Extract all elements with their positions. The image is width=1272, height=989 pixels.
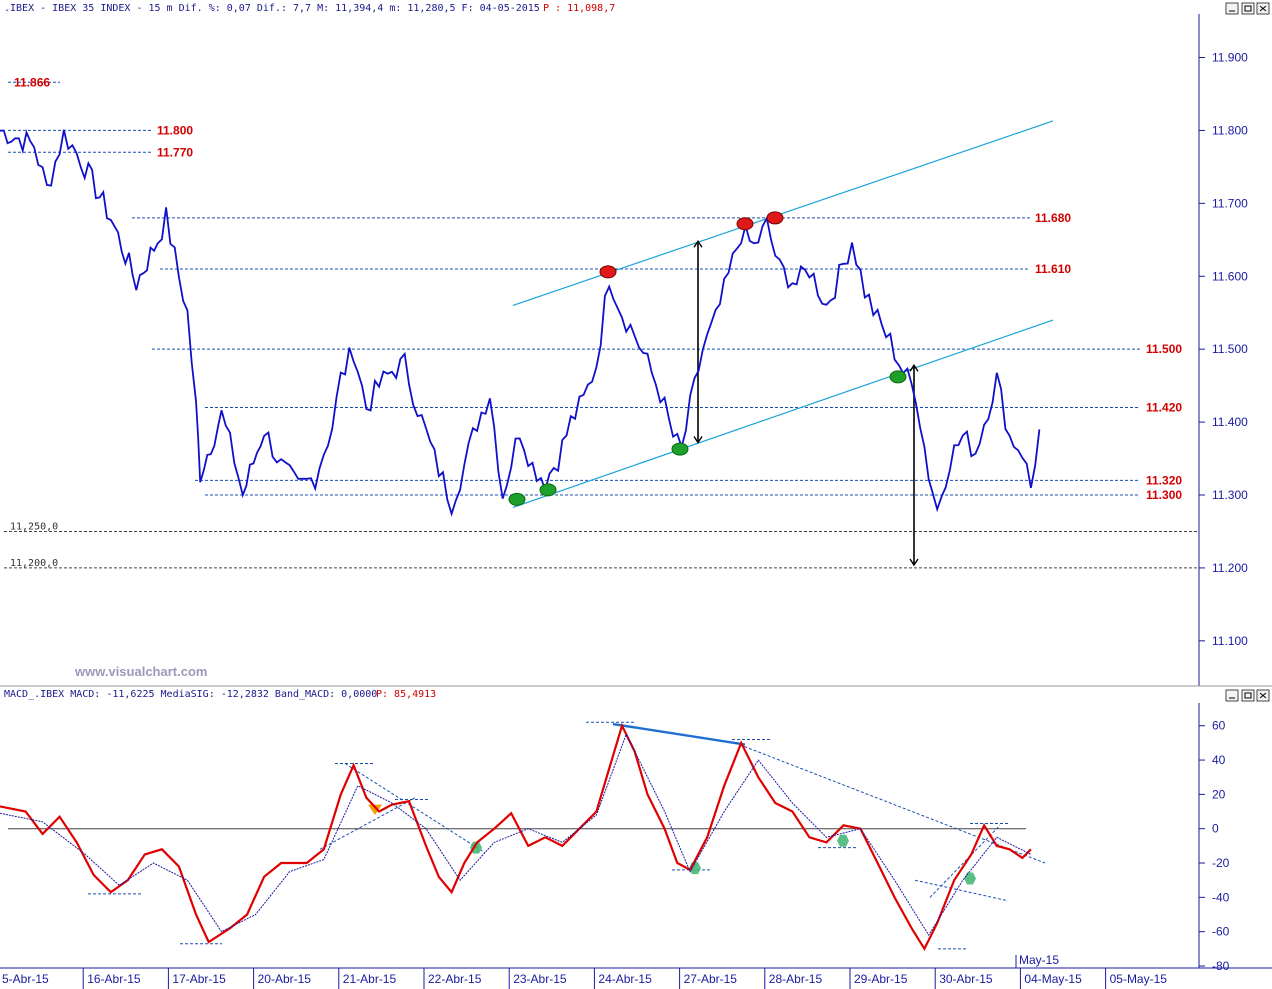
swing-high-marker xyxy=(736,217,754,231)
price-tick-label: 11.400 xyxy=(1212,415,1248,429)
time-tick-label: 27-Abr-15 xyxy=(684,972,738,986)
macd-trend-line xyxy=(344,763,486,854)
maximize-icon xyxy=(1244,692,1252,699)
lower-channel-line xyxy=(512,319,1054,508)
macd-line xyxy=(0,722,1032,952)
macd-trend-line xyxy=(734,742,1046,864)
swing-low-marker xyxy=(508,492,526,506)
time-tick-label: 22-Abr-15 xyxy=(428,972,482,986)
macd-trend-line xyxy=(914,879,1009,902)
time-tick-label: 05-May-15 xyxy=(1110,972,1168,986)
macd-tick-label: 0 xyxy=(1212,822,1219,836)
macd-signal-marker xyxy=(837,834,849,847)
level-label: 11.500 xyxy=(1146,342,1182,356)
swing-low-marker xyxy=(671,442,689,456)
macd-header-p: P: 85,4913 xyxy=(376,689,436,700)
time-tick-label: 30-Abr-15 xyxy=(939,972,993,986)
time-tick-label: 21-Abr-15 xyxy=(343,972,397,986)
time-tick-label: 20-Abr-15 xyxy=(258,972,312,986)
level-label: 11.800 xyxy=(157,123,193,137)
price-tick-label: 11.600 xyxy=(1212,269,1248,283)
macd-minimize-button[interactable] xyxy=(1225,689,1239,702)
level-label: 11.300 xyxy=(1146,488,1182,502)
macd-tick-label: -80 xyxy=(1212,959,1230,973)
price-header-p: P : 11,098,7 xyxy=(543,3,615,14)
target-arrow-down-head xyxy=(909,363,919,372)
macd-tick-label: -20 xyxy=(1212,856,1230,870)
price-header: .IBEX - IBEX 35 INDEX - 15 m Dif. %: 0,0… xyxy=(4,3,540,14)
swing-low-marker xyxy=(539,483,557,497)
divergence-line xyxy=(612,722,746,746)
price-series-line xyxy=(0,129,1041,517)
level-label: 11.610 xyxy=(1035,262,1071,276)
price-tick-label: 11.800 xyxy=(1212,123,1248,137)
level-label: 11,250,0 xyxy=(10,521,58,532)
target-arrow-up-tail xyxy=(693,436,703,444)
minimize-button[interactable] xyxy=(1225,2,1239,15)
macd-tick-label: 20 xyxy=(1212,787,1226,801)
macd-warning-marker xyxy=(368,804,382,815)
watermark: www.visualchart.com xyxy=(74,664,207,679)
swing-high-marker xyxy=(599,265,617,279)
level-label: 11.680 xyxy=(1035,211,1071,225)
upper-channel-line xyxy=(512,120,1054,306)
price-tick-label: 11.200 xyxy=(1212,561,1248,575)
price-tick-label: 11.500 xyxy=(1212,342,1248,356)
macd-trend-line xyxy=(929,824,1001,898)
time-tick-label: 24-Abr-15 xyxy=(598,972,652,986)
macd-tick-label: 60 xyxy=(1212,719,1226,733)
level-label: 11.420 xyxy=(1146,401,1182,415)
close-icon xyxy=(1259,5,1267,12)
level-label: 11.866 xyxy=(14,75,50,89)
macd-signal-marker xyxy=(964,872,976,885)
level-label: 11,200,0 xyxy=(10,558,58,569)
maximize-icon xyxy=(1244,5,1252,12)
price-tick-label: 11.100 xyxy=(1212,634,1248,648)
price-tick-label: 11.900 xyxy=(1212,51,1248,65)
price-tick-label: 11.700 xyxy=(1212,196,1248,210)
month-label: May-15 xyxy=(1019,953,1059,967)
swing-low-marker xyxy=(889,370,907,384)
level-label: 11.770 xyxy=(157,145,193,159)
macd-maximize-button[interactable] xyxy=(1241,689,1255,702)
target-arrow-down-tail xyxy=(909,558,919,567)
macd-tick-label: 40 xyxy=(1212,753,1226,767)
time-tick-label: 29-Abr-15 xyxy=(854,972,908,986)
macd-trend-line xyxy=(319,797,416,850)
time-tick-label: 04-May-15 xyxy=(1024,972,1082,986)
macd-header: MACD_.IBEX MACD: -11,6225 MediaSIG: -12,… xyxy=(4,689,377,700)
close-icon xyxy=(1259,692,1267,699)
time-tick-label: 28-Abr-15 xyxy=(769,972,823,986)
signal-line xyxy=(0,733,1032,937)
time-tick-label: 23-Abr-15 xyxy=(513,972,567,986)
level-label: 11.320 xyxy=(1146,473,1182,487)
macd-tick-label: -60 xyxy=(1212,925,1230,939)
price-window-controls[interactable] xyxy=(1225,2,1270,15)
maximize-button[interactable] xyxy=(1241,2,1255,15)
time-tick-label: 16-Abr-15 xyxy=(87,972,141,986)
macd-tick-label: -40 xyxy=(1212,890,1230,904)
swing-high-marker xyxy=(766,211,784,225)
macd-window-controls[interactable] xyxy=(1225,689,1270,702)
time-tick-label: 5-Abr-15 xyxy=(2,972,49,986)
target-arrow-up-head xyxy=(693,240,703,248)
time-tick-label: 17-Abr-15 xyxy=(172,972,226,986)
price-tick-label: 11.300 xyxy=(1212,488,1248,502)
